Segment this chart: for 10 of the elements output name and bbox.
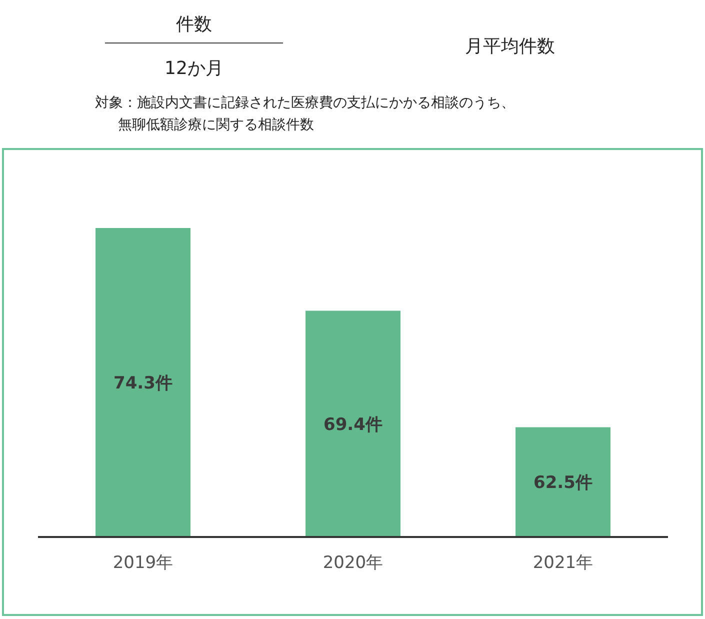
x-tick-label: 2019年 [112, 553, 174, 573]
chart-title: 月平均件数 [465, 36, 555, 57]
data-label: 62.5件 [534, 473, 592, 494]
x-tick-label: 2021年 [532, 553, 594, 573]
text: 12か月 [164, 58, 224, 79]
chart-subtitle: 対象：施設内文書に記録された医療費の支払にかかる相談のうち、無聊低額診療に関する相談件数 [95, 94, 516, 135]
x-tick-label: 2020年 [322, 553, 384, 573]
text: 件数 [176, 14, 212, 35]
data-label: 69.4件 [324, 414, 382, 435]
data-label: 74.3件 [114, 374, 172, 394]
